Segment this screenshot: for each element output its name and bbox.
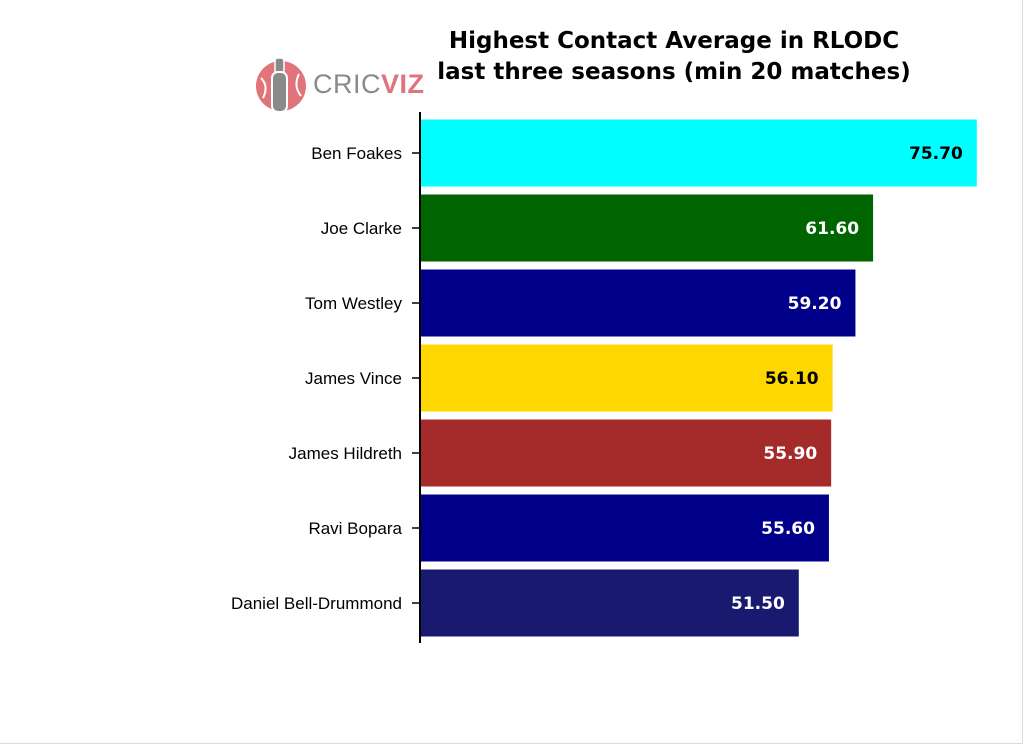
bar bbox=[420, 344, 833, 412]
cricviz-logo: CRICVIZ bbox=[255, 56, 425, 112]
value-label: 59.20 bbox=[788, 294, 842, 314]
bar bbox=[420, 119, 977, 187]
category-label: Ravi Bopara bbox=[308, 519, 402, 538]
category-label: Tom Westley bbox=[305, 294, 402, 313]
bar bbox=[420, 419, 832, 487]
bar bbox=[420, 569, 799, 637]
value-label: 55.90 bbox=[763, 444, 817, 464]
bar bbox=[420, 494, 829, 562]
value-label: 75.70 bbox=[909, 144, 963, 164]
category-label: Daniel Bell-Drummond bbox=[231, 594, 402, 613]
category-label: James Hildreth bbox=[289, 444, 402, 463]
bar bbox=[420, 194, 874, 262]
value-label: 61.60 bbox=[805, 219, 859, 239]
value-label: 55.60 bbox=[761, 519, 815, 539]
category-label: James Vince bbox=[305, 369, 402, 388]
value-label: 56.10 bbox=[765, 369, 819, 389]
category-label: Ben Foakes bbox=[311, 144, 402, 163]
logo-text-cric: CRIC bbox=[313, 68, 381, 99]
bar bbox=[420, 269, 856, 337]
cricket-bat-ball-icon bbox=[256, 57, 306, 112]
logo-wordmark: CRICVIZ bbox=[313, 69, 425, 100]
category-label: Joe Clarke bbox=[321, 219, 402, 238]
logo-text-viz: VIZ bbox=[381, 68, 425, 99]
chart-title: Highest Contact Average in RLODC last th… bbox=[437, 28, 911, 85]
value-label: 51.50 bbox=[731, 594, 785, 614]
